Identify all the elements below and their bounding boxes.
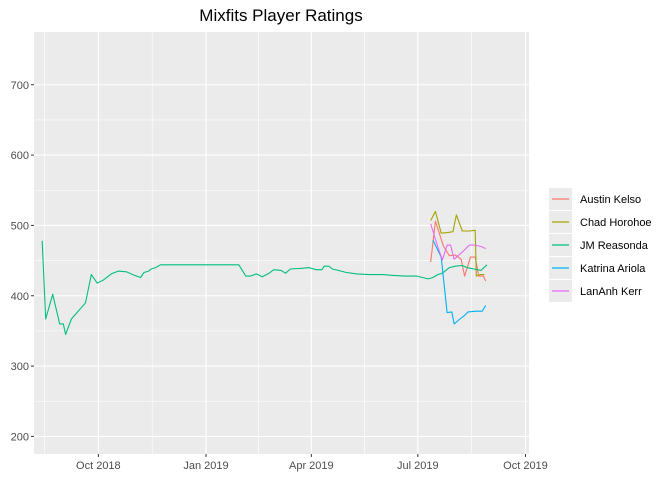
x-tick-label: Apr 2019	[289, 460, 334, 472]
y-tick-label: 700	[11, 80, 29, 92]
y-tick-label: 400	[11, 291, 29, 303]
y-axis: 200 300 400 500 600 700	[11, 80, 34, 443]
x-tick-label: Oct 2018	[76, 460, 121, 472]
y-tick-label: 300	[11, 361, 29, 373]
x-tick-label: Jan 2019	[183, 460, 228, 472]
legend-label: JM Reasonda	[580, 240, 649, 252]
series-line-chad-horohoe	[430, 210, 485, 277]
legend-label: Austin Kelso	[580, 194, 641, 206]
legend: Austin Kelso Chad Horohoe JM Reasonda Katri…	[549, 188, 652, 302]
series-lines	[41, 210, 488, 335]
series-line-austin-kelso	[430, 220, 487, 282]
series-line-katrina-ariola	[432, 239, 487, 325]
y-tick-label: 600	[11, 150, 29, 162]
grid-lines	[34, 32, 529, 454]
chart-title: Mixfits Player Ratings	[199, 6, 362, 25]
y-tick-label: 500	[11, 220, 29, 232]
legend-label: Katrina Ariola	[580, 263, 646, 275]
plot-panel	[34, 32, 529, 454]
x-tick-label: Jul 2019	[397, 460, 439, 472]
y-tick-label: 200	[11, 431, 29, 443]
x-tick-label: Oct 2019	[503, 460, 548, 472]
series-line-jm-reasonda	[41, 240, 488, 335]
x-axis: Oct 2018 Jan 2019 Apr 2019 Jul 2019 Oct 2019	[76, 454, 548, 472]
series-line-lananh-kerr	[430, 223, 486, 261]
legend-label: Chad Horohoe	[580, 217, 652, 229]
legend-label: LanAnh Kerr	[580, 286, 642, 298]
